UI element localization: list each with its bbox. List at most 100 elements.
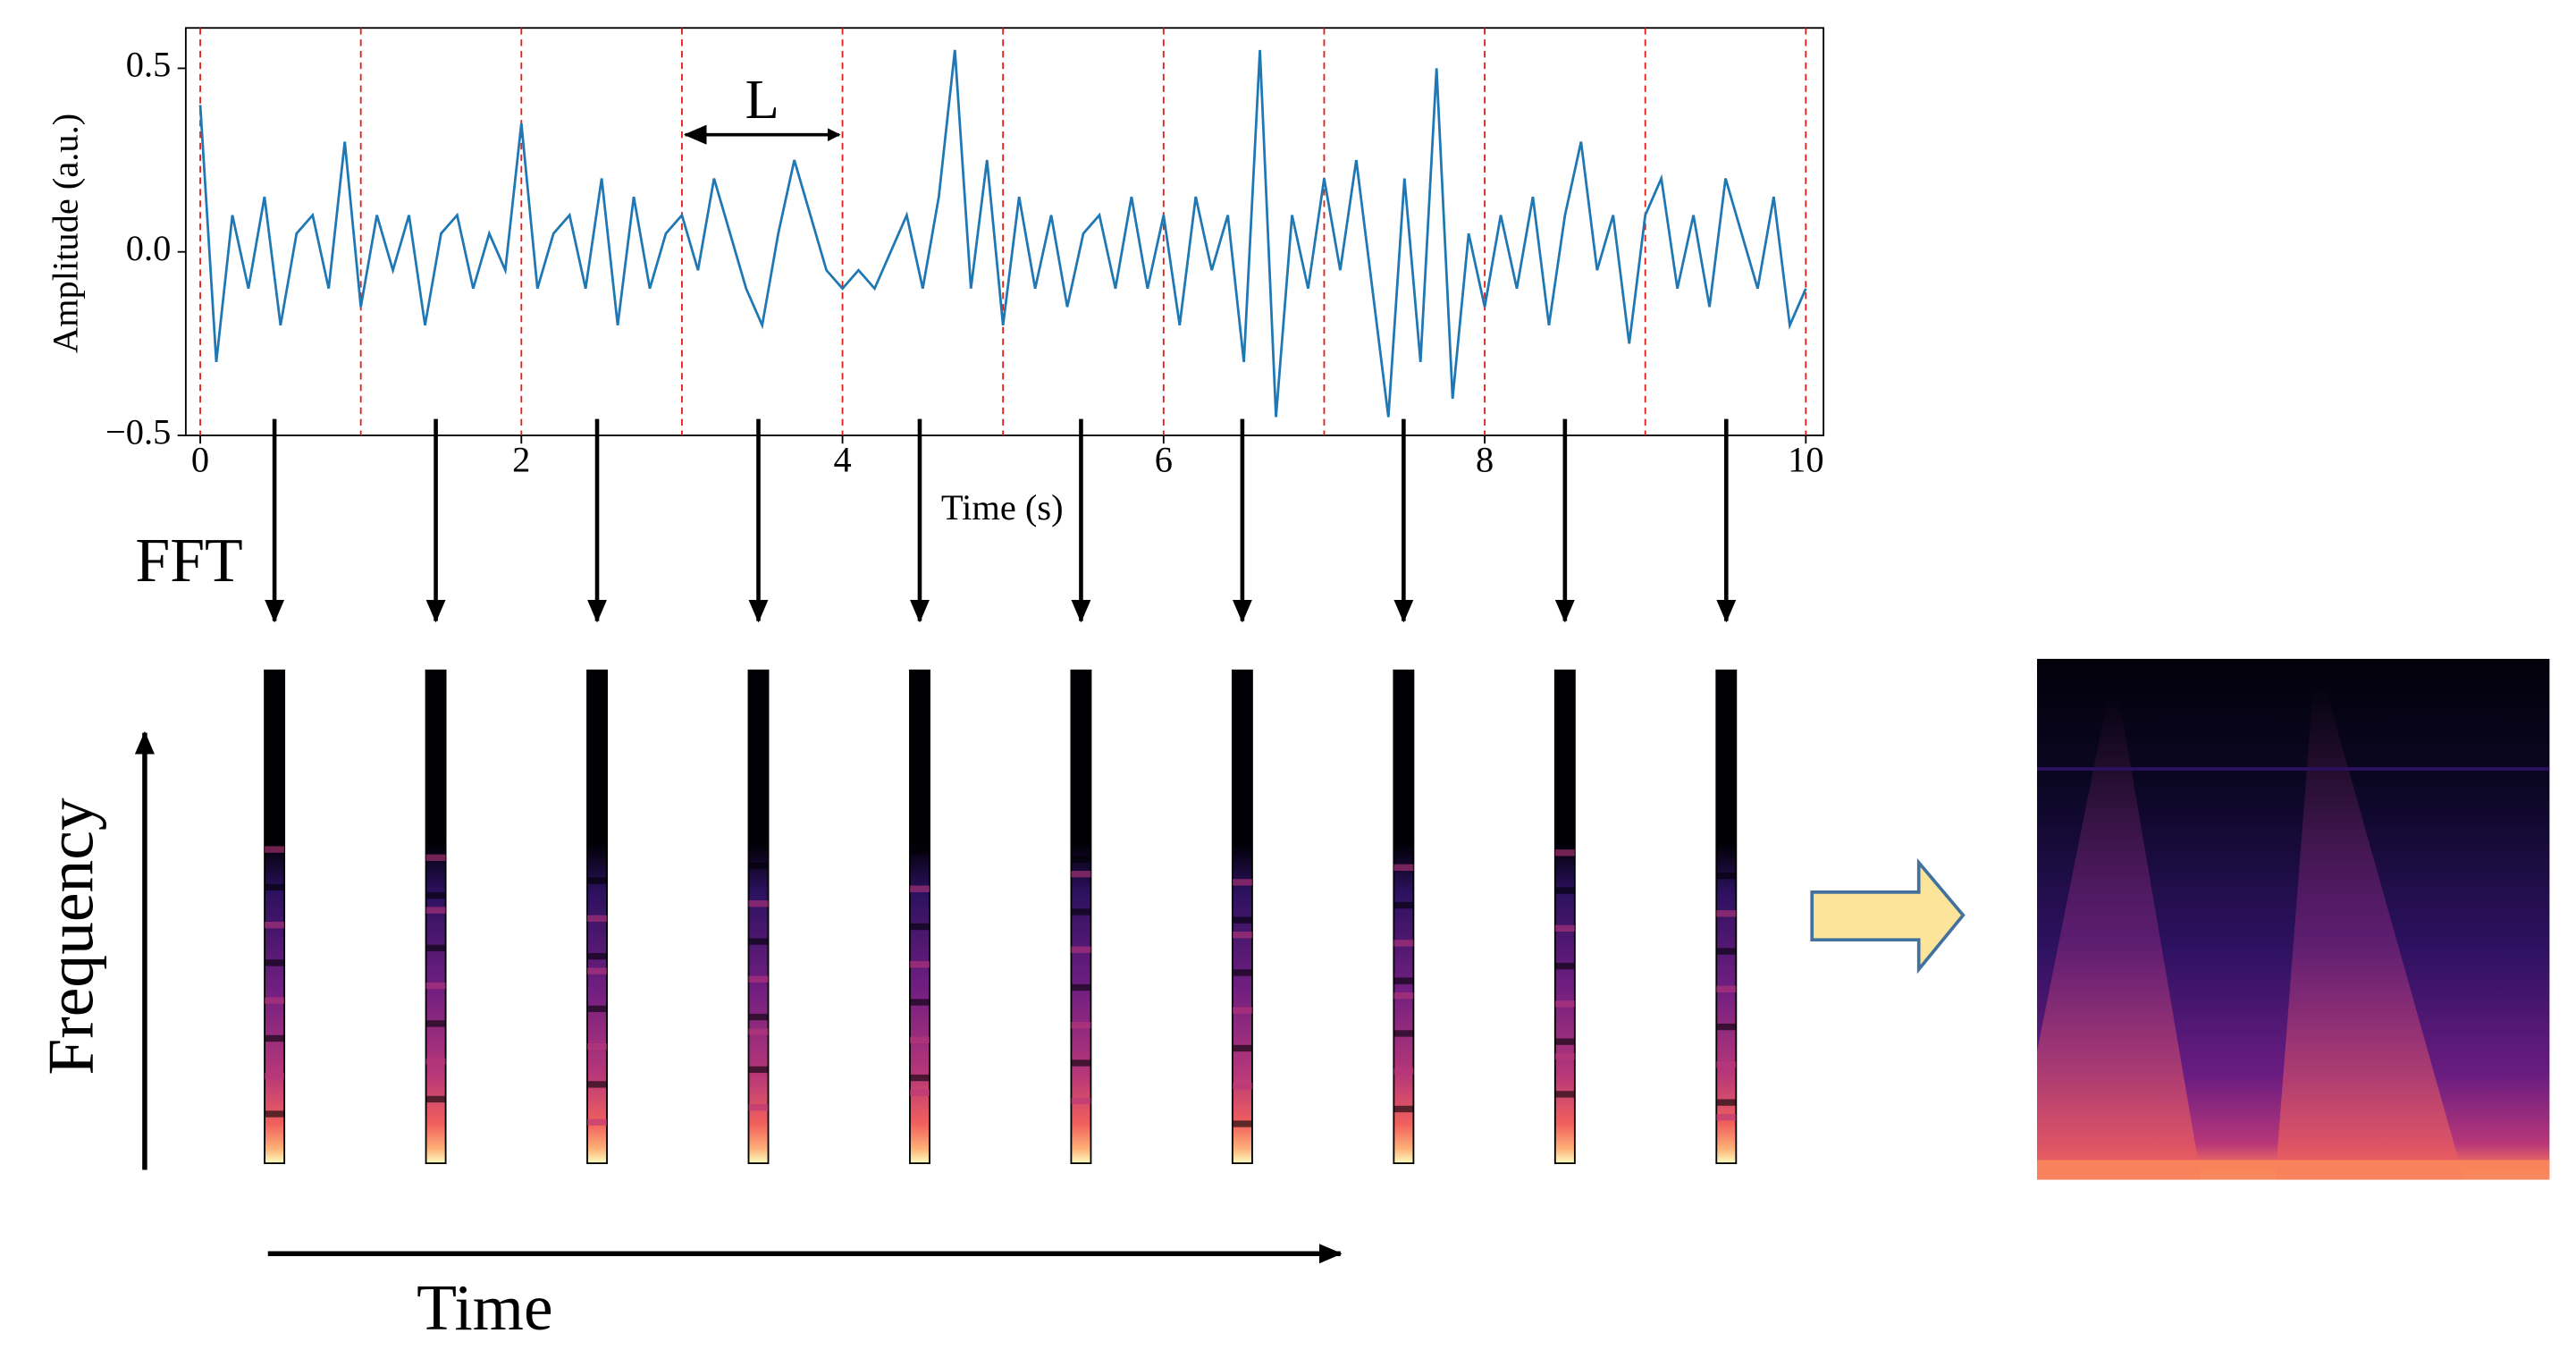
fft-band [748, 1066, 769, 1074]
fft-band [1554, 1052, 1575, 1060]
y-tick-label: 0.0 [126, 228, 172, 268]
fft-band [265, 1034, 285, 1042]
fft-band [265, 883, 285, 891]
fft-band [1716, 1099, 1737, 1106]
fft-band [1393, 864, 1414, 872]
fft-band [909, 999, 930, 1006]
x-tick-label: 0 [191, 440, 209, 480]
fft-band [909, 1036, 930, 1043]
fft-band [587, 1005, 608, 1013]
fft-column [747, 669, 770, 1165]
plot-frame [184, 27, 1825, 436]
fft-band [1232, 1083, 1252, 1090]
fft-column [1393, 669, 1415, 1165]
fft-band [909, 848, 930, 855]
fft-band [587, 1042, 608, 1051]
fft-band [265, 997, 285, 1004]
fft-column [425, 669, 447, 1165]
spectrogram-plume [2275, 689, 2464, 1180]
fft-column [264, 669, 286, 1165]
fft-band [425, 944, 446, 952]
fft-band [1071, 1022, 1091, 1029]
fft-band [265, 1110, 285, 1118]
fft-band [1232, 879, 1252, 886]
fft-band [1393, 1067, 1414, 1075]
window-length-label: L [745, 68, 779, 131]
fft-band [425, 1095, 446, 1103]
fft-band [1071, 983, 1091, 991]
spectrogram [2037, 658, 2550, 1180]
fft-column [1553, 669, 1576, 1165]
fft-band [748, 1013, 769, 1021]
fft-band [587, 915, 608, 922]
fft-band [425, 891, 446, 899]
fft-band [1393, 977, 1414, 984]
fft-band [265, 921, 285, 929]
fft-band [587, 877, 608, 884]
fft-band [1071, 856, 1091, 863]
fft-band [1393, 901, 1414, 909]
fft-band [909, 885, 930, 892]
y-tick-label: −0.5 [105, 411, 171, 451]
x-tick-label: 6 [1155, 440, 1173, 480]
fft-band [1554, 849, 1575, 856]
fft-band [1716, 1061, 1737, 1068]
spectrogram-plume [2037, 698, 2201, 1180]
fft-band [748, 1103, 769, 1111]
fft-band [265, 959, 285, 966]
fft-band [425, 1020, 446, 1027]
x-axis-label: Time (s) [941, 487, 1064, 527]
fft-band [1393, 1105, 1414, 1113]
fft-band [1554, 887, 1575, 894]
fft-band [1393, 1030, 1414, 1037]
fft-band [1232, 1044, 1252, 1052]
fft-band [425, 854, 446, 861]
result-arrow [1810, 857, 1966, 975]
time-label: Time [417, 1271, 553, 1344]
fft-band [425, 1058, 446, 1065]
signal-line [198, 49, 1807, 418]
fft-band [1716, 1023, 1737, 1031]
fft-band [748, 975, 769, 983]
fft-band [587, 952, 608, 960]
fft-band [748, 862, 769, 870]
x-tick-label: 8 [1476, 440, 1494, 480]
fft-band [1554, 1000, 1575, 1008]
fft-band [1716, 948, 1737, 955]
x-tick-label: 4 [833, 440, 851, 480]
fft-band [265, 1073, 285, 1080]
fft-columns [264, 418, 1738, 1165]
y-axis-label: Amplitude (a.u.) [46, 114, 86, 353]
fft-band [265, 846, 285, 853]
fft-band [1232, 931, 1252, 939]
frequency-label: Frequency [34, 797, 106, 1075]
fft-band [1232, 1120, 1252, 1127]
fft-band [1554, 962, 1575, 970]
spectrogram-base [2037, 1160, 2550, 1180]
fft-band [1071, 1097, 1091, 1104]
fft-band [1071, 1059, 1091, 1067]
fft-band [425, 982, 446, 990]
fft-band [587, 1081, 608, 1088]
fft-band [909, 923, 930, 931]
fft-band [1554, 1091, 1575, 1098]
fft-band [1554, 1038, 1575, 1045]
x-tick-label: 2 [512, 440, 530, 480]
fft-band [587, 1118, 608, 1126]
fft-band [1716, 1113, 1737, 1121]
fft-band [1716, 910, 1737, 917]
fft-band [1232, 969, 1252, 976]
fft-column [1070, 669, 1092, 1165]
fft-band [1232, 1007, 1252, 1014]
fft-band [587, 967, 608, 975]
fft-band [909, 1089, 930, 1096]
fft-band [748, 1028, 769, 1035]
fft-band [748, 900, 769, 907]
fft-band [1716, 985, 1737, 992]
fft-band [1554, 924, 1575, 932]
fft-label: FFT [135, 527, 242, 595]
fft-band [1232, 916, 1252, 924]
fft-band [1393, 940, 1414, 947]
fft-band [909, 961, 930, 968]
